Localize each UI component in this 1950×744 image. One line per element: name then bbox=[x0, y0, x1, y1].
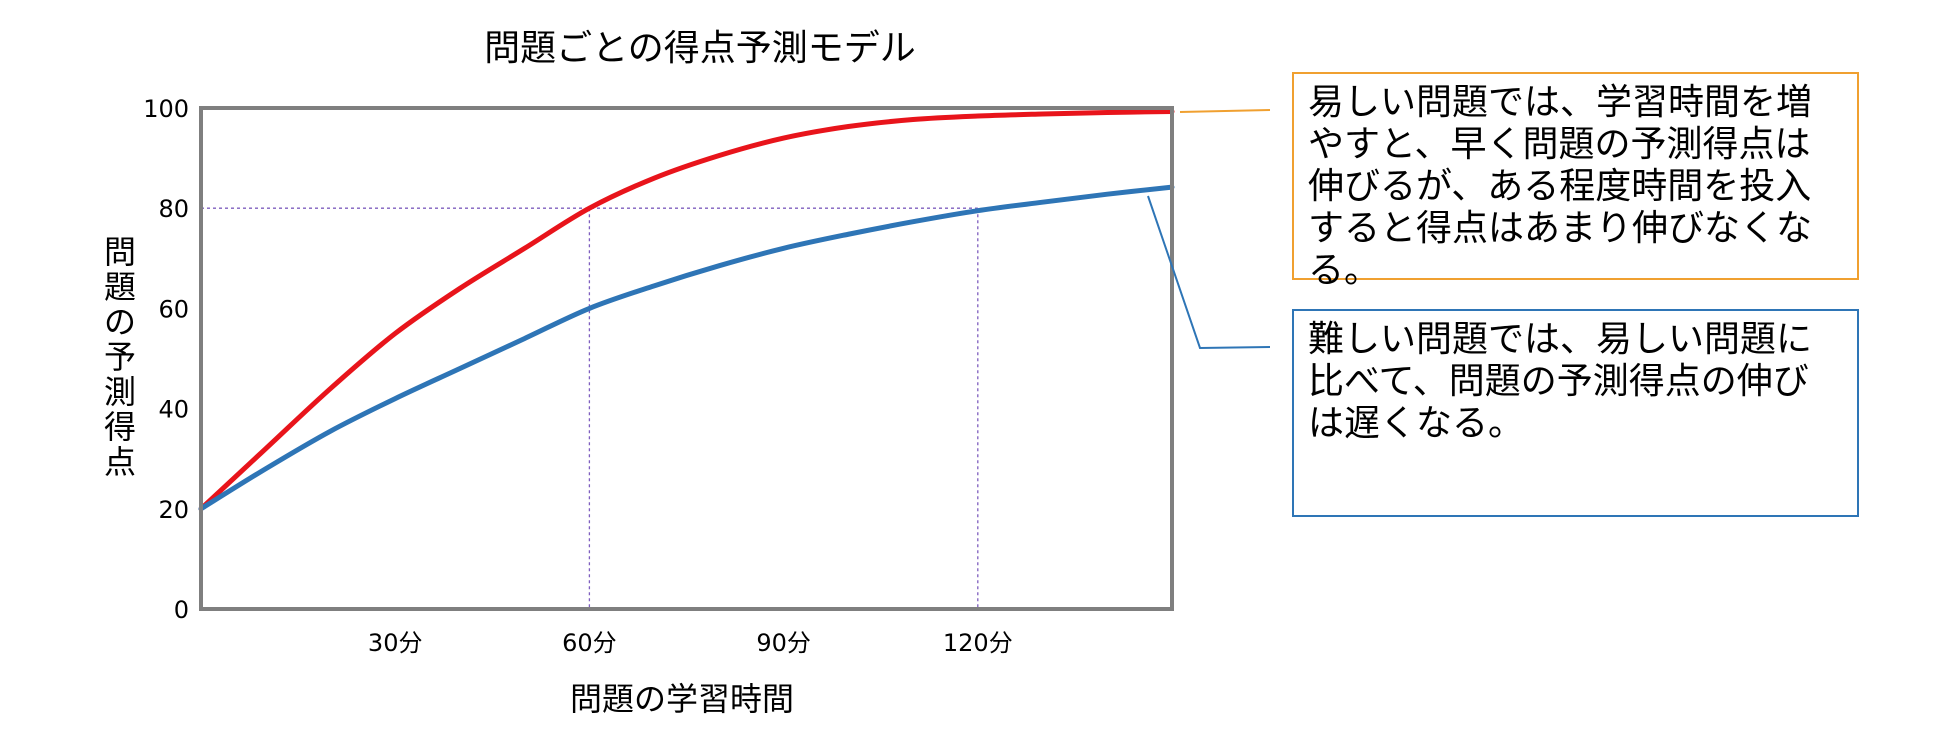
y-axis-label-char: 予 bbox=[104, 338, 136, 376]
x-tick-label: 60分 bbox=[562, 629, 617, 657]
series-line-1 bbox=[198, 109, 1175, 512]
x-tick-labels: 30分 60分 90分 120分 bbox=[368, 629, 1013, 657]
y-axis-label-char: 題 bbox=[104, 268, 136, 306]
easy-question-callout: 易しい問題では、学習時間を増やすと、早く問題の予測得点は伸びるが、ある程度時間を… bbox=[1292, 72, 1859, 291]
series-lines bbox=[198, 109, 1175, 512]
x-tick-label: 120分 bbox=[943, 629, 1013, 657]
y-axis-label-char: 点 bbox=[104, 443, 136, 481]
reference-lines bbox=[201, 207, 979, 609]
x-axis-label: 問題の学習時間 bbox=[570, 680, 794, 718]
y-axis-label-char: 問 bbox=[104, 233, 136, 271]
easy-callout-connector bbox=[1179, 109, 1271, 113]
y-tick-label: 40 bbox=[158, 396, 189, 424]
y-tick-labels: 0 20 40 60 80 100 bbox=[143, 95, 189, 624]
chart-title: 問題ごとの得点予測モデル bbox=[484, 28, 916, 69]
hard-question-callout: 難しい問題では、易しい問題に比べて、問題の予測得点の伸びは遅くなる。 bbox=[1292, 309, 1859, 517]
x-tick-label: 90分 bbox=[756, 629, 811, 657]
y-axis-label-char: 得 bbox=[104, 408, 136, 446]
plot-frame bbox=[199, 106, 1174, 611]
y-tick-label: 80 bbox=[158, 195, 189, 223]
series-line-2 bbox=[198, 184, 1175, 512]
y-tick-label: 0 bbox=[174, 596, 189, 624]
x-tick-label: 30分 bbox=[368, 629, 423, 657]
y-tick-label: 60 bbox=[158, 295, 189, 323]
hard-callout-connector bbox=[1147, 195, 1271, 350]
easy-question-callout-text: 易しい問題では、学習時間を増やすと、早く問題の予測得点は伸びるが、ある程度時間を… bbox=[1308, 82, 1813, 291]
y-tick-label: 100 bbox=[143, 95, 189, 123]
hard-question-callout-text: 難しい問題では、易しい問題に比べて、問題の予測得点の伸びは遅くなる。 bbox=[1308, 319, 1813, 444]
y-axis-label-char: 測 bbox=[104, 373, 136, 411]
y-axis-label: 問題の予測得点 bbox=[104, 233, 136, 481]
y-axis-label-char: の bbox=[104, 303, 136, 341]
y-tick-label: 20 bbox=[158, 496, 189, 524]
